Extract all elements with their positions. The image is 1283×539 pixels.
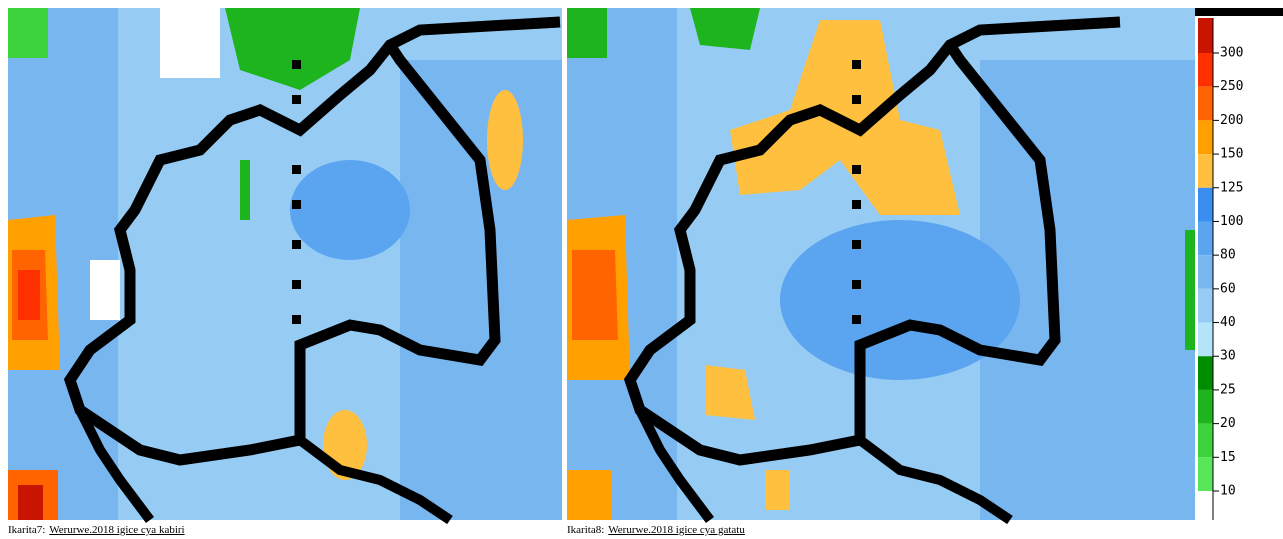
color-band	[1198, 187, 1213, 222]
legend-top	[1195, 8, 1283, 16]
color-band	[1198, 221, 1213, 256]
caption-link[interactable]: Werurwe.2018 igice cya gatatu	[608, 524, 745, 536]
color-band	[1198, 53, 1213, 87]
map-2	[567, 8, 1195, 520]
caption-1: Ikarita7: Werurwe.2018 igice cya kabiri	[8, 524, 185, 536]
caption-2: Ikarita8: Werurwe.2018 igice cya gatatu	[567, 524, 745, 536]
tick-label: 150	[1220, 147, 1243, 162]
caption-prefix: Ikarita7:	[8, 524, 46, 536]
tick-label: 25	[1220, 382, 1236, 397]
color-band	[1198, 255, 1213, 289]
map-1	[8, 8, 562, 520]
tick-label: 15	[1220, 450, 1236, 465]
tick-label: 80	[1220, 248, 1236, 263]
legend: 300 250 200 150 125 100 80 60 40 30 25 20 15 10	[1195, 8, 1283, 520]
color-band	[1198, 120, 1213, 155]
color-band	[1198, 322, 1213, 357]
color-band	[1198, 356, 1213, 390]
color-band	[1198, 457, 1213, 491]
color-band	[1198, 423, 1213, 458]
tick-label: 100	[1220, 214, 1243, 229]
color-band	[1198, 389, 1213, 424]
color-band	[1198, 154, 1213, 188]
caption-link[interactable]: Werurwe.2018 igice cya kabiri	[49, 524, 185, 536]
color-band	[1198, 491, 1213, 520]
tick-label: 200	[1220, 113, 1243, 128]
tick-label: 300	[1220, 46, 1243, 61]
caption-prefix: Ikarita8:	[567, 524, 605, 536]
tick-label: 10	[1220, 484, 1236, 499]
tick-label: 250	[1220, 79, 1243, 94]
tick-label: 20	[1220, 416, 1236, 431]
tick-label: 125	[1220, 180, 1243, 195]
tick-label: 30	[1220, 349, 1236, 364]
tick-label: 60	[1220, 281, 1236, 296]
color-band	[1198, 86, 1213, 121]
tick-label: 40	[1220, 315, 1236, 330]
color-band	[1198, 288, 1213, 323]
color-band	[1198, 18, 1213, 53]
